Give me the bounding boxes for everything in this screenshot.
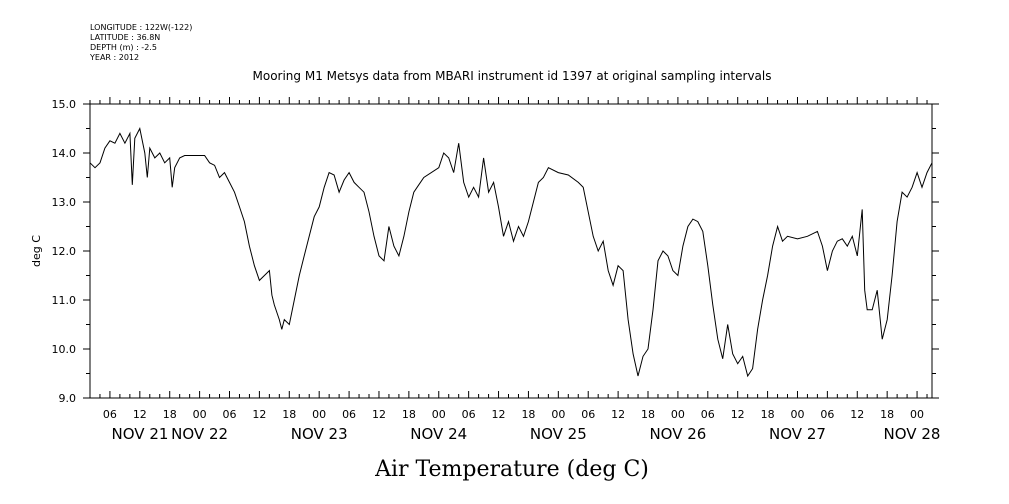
- x-hour-label: 06: [103, 408, 117, 421]
- x-day-label: NOV 23: [291, 425, 348, 443]
- y-tick-label: 9.0: [59, 392, 77, 405]
- air-temperature-line: [89, 126, 933, 378]
- metadata-depth: DEPTH (m) : -2.5: [90, 43, 157, 52]
- x-hour-label: 12: [252, 408, 266, 421]
- x-hour-label: 18: [402, 408, 416, 421]
- y-tick-label: 11.0: [52, 294, 77, 307]
- x-hour-label: 00: [551, 408, 565, 421]
- y-tick-label: 12.0: [52, 245, 77, 258]
- series-layer: [89, 126, 933, 378]
- y-axis-label: deg C: [30, 235, 43, 267]
- mooring-metadata: LONGITUDE : 122W(-122) LATITUDE : 36.8N …: [89, 23, 192, 62]
- metadata-longitude: LONGITUDE : 122W(-122): [90, 23, 192, 32]
- x-hour-label: 00: [312, 408, 326, 421]
- x-hour-label: 00: [671, 408, 685, 421]
- x-hour-label: 06: [462, 408, 476, 421]
- x-hour-label: 00: [790, 408, 804, 421]
- x-axis-title: Air Temperature (deg C): [374, 457, 649, 482]
- x-day-label: NOV 27: [769, 425, 826, 443]
- x-hour-label: 06: [223, 408, 237, 421]
- x-hour-label: 12: [611, 408, 625, 421]
- x-hour-label: 18: [521, 408, 535, 421]
- metadata-year: YEAR : 2012: [89, 53, 139, 62]
- x-hour-label: 12: [372, 408, 386, 421]
- y-tick-label: 13.0: [52, 196, 77, 209]
- y-tick-label: 14.0: [52, 147, 77, 160]
- plot-frame: [89, 103, 933, 399]
- x-day-label: NOV 24: [410, 425, 467, 443]
- x-hour-label: 00: [193, 408, 207, 421]
- x-day-label: NOV 22: [171, 425, 228, 443]
- x-hour-label: 12: [731, 408, 745, 421]
- x-day-label: NOV 21: [112, 425, 169, 443]
- x-hour-label: 12: [492, 408, 506, 421]
- x-day-label: NOV 26: [649, 425, 706, 443]
- x-hour-label: 12: [850, 408, 864, 421]
- y-tick-label: 10.0: [52, 343, 77, 356]
- x-hour-label: 06: [701, 408, 715, 421]
- x-hour-label: 00: [432, 408, 446, 421]
- metadata-latitude: LATITUDE : 36.8N: [90, 33, 160, 42]
- x-hour-label: 18: [761, 408, 775, 421]
- x-hour-label: 06: [820, 408, 834, 421]
- x-hour-label: 18: [880, 408, 894, 421]
- x-hour-label: 06: [342, 408, 356, 421]
- x-axis: 06 12 18 00 06 12 18 00 06 12 18 00 06 12 18 00 06 12 18 00…: [89, 97, 941, 443]
- x-hour-label: 18: [163, 408, 177, 421]
- x-day-label: NOV 25: [530, 425, 587, 443]
- x-hour-label: 00: [910, 408, 924, 421]
- y-axis: 9.0 10.0 11.0 12.0 13.0 14.0 15.0: [52, 98, 939, 405]
- x-hour-label: 18: [282, 408, 296, 421]
- chart-title: Mooring M1 Metsys data from MBARI instru…: [253, 69, 772, 83]
- x-hour-label: 18: [641, 408, 655, 421]
- x-hour-label: 12: [133, 408, 147, 421]
- y-tick-label: 15.0: [52, 98, 77, 111]
- x-hour-label: 06: [581, 408, 595, 421]
- x-day-label: NOV 28: [884, 425, 941, 443]
